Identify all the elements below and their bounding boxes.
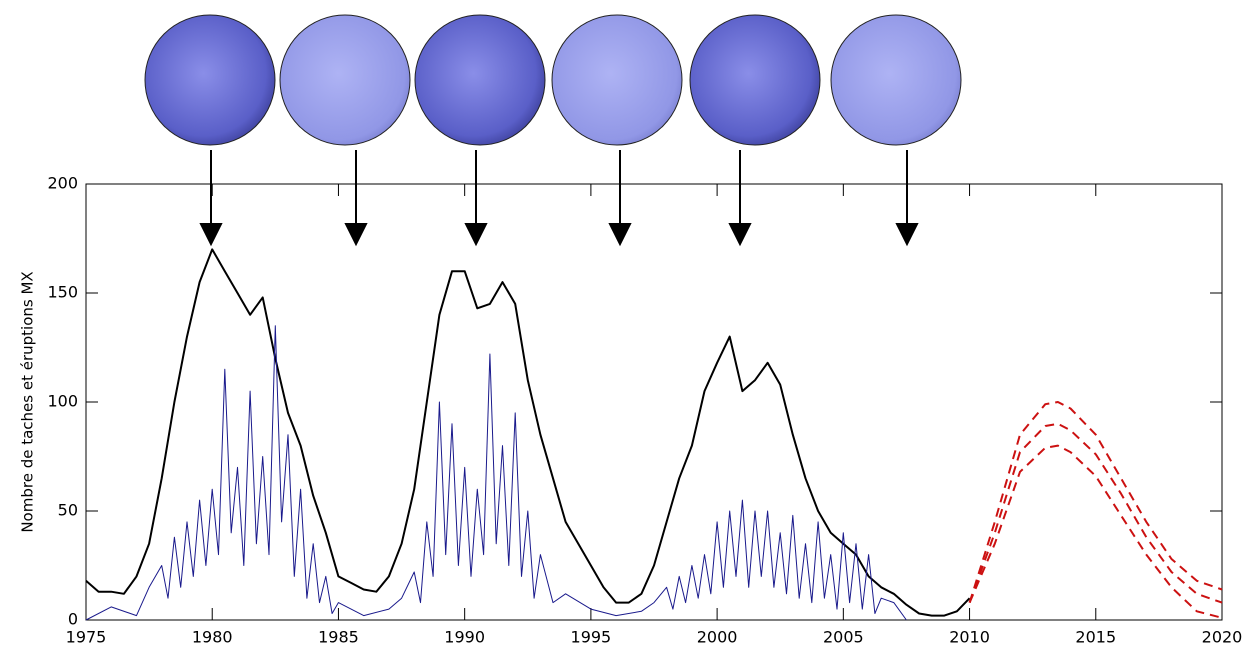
y-tick-label: 0 <box>68 610 78 629</box>
series-line <box>968 422 1223 604</box>
x-tick-label: 1985 <box>318 628 359 647</box>
arrow-head <box>464 223 488 247</box>
y-tick-label: 100 <box>47 392 78 411</box>
y-tick-label: 50 <box>58 501 78 520</box>
arrow-head <box>199 223 223 247</box>
sun-image <box>830 14 962 146</box>
sun-image <box>414 14 546 146</box>
series-line <box>85 325 907 621</box>
sun-image <box>551 14 683 146</box>
x-tick-label: 2020 <box>1202 628 1243 647</box>
y-tick-label: 200 <box>47 174 78 193</box>
arrow-head <box>895 223 919 247</box>
y-tick-label: 150 <box>47 283 78 302</box>
y-axis-label: Nombre de taches et éruptions MX <box>19 271 37 532</box>
x-tick-label: 1995 <box>571 628 612 647</box>
x-tick-label: 2000 <box>697 628 738 647</box>
plot-frame <box>85 183 1223 621</box>
x-tick-label: 1980 <box>192 628 233 647</box>
arrows <box>199 150 919 247</box>
series-line <box>968 444 1223 619</box>
sun-image <box>689 14 821 146</box>
arrow-head <box>344 223 368 247</box>
arrow-head <box>608 223 632 247</box>
sun-image <box>279 14 411 146</box>
series-line <box>85 248 971 617</box>
series-line <box>968 401 1223 603</box>
sun-images <box>144 14 962 146</box>
x-tick-label: 1975 <box>66 628 107 647</box>
x-tick-label: 2005 <box>823 628 864 647</box>
x-tick-label: 2015 <box>1075 628 1116 647</box>
x-tick-label: 2010 <box>949 628 990 647</box>
x-tick-label: 1990 <box>444 628 485 647</box>
arrow-head <box>728 223 752 247</box>
sun-image <box>144 14 276 146</box>
